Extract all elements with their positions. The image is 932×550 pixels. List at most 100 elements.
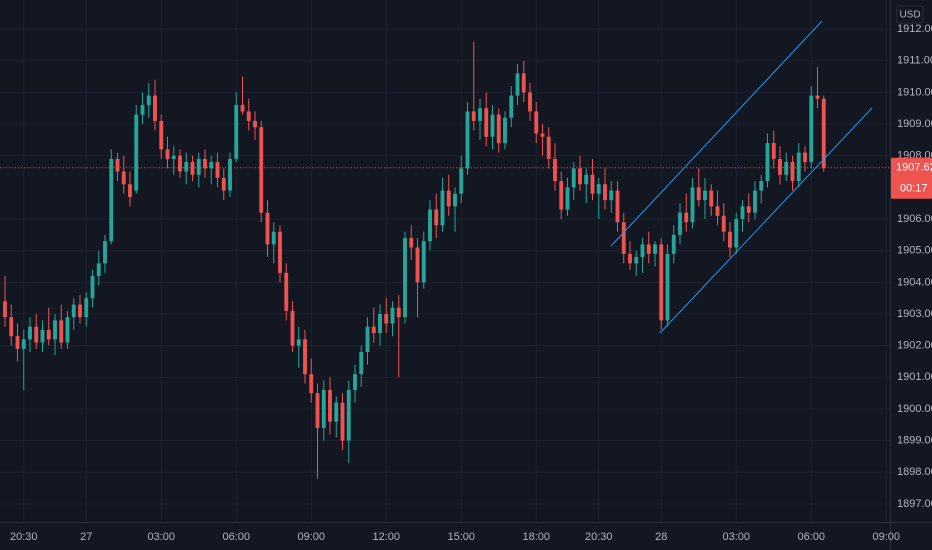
y-tick-label: 1902.00	[897, 340, 932, 352]
candle-body	[803, 152, 807, 163]
y-tick-label: 1910.00	[897, 86, 932, 98]
candle-body	[228, 158, 232, 191]
candle-body	[246, 111, 251, 121]
candle-body	[559, 181, 564, 210]
candle-body	[359, 352, 364, 375]
candle-body	[740, 206, 745, 220]
candle-body	[815, 95, 820, 99]
candle-body	[734, 219, 739, 248]
y-tick-label: 1899.00	[897, 435, 932, 447]
candle-body	[540, 133, 545, 137]
candle-body	[309, 374, 314, 394]
candle-body	[365, 326, 370, 353]
candle-body	[615, 190, 620, 223]
candle-body	[115, 158, 120, 172]
candle-body	[46, 329, 51, 340]
channel-upper	[610, 20, 823, 247]
candle-body	[515, 73, 520, 96]
candle-body	[90, 276, 95, 299]
x-tick-label: 09:00	[872, 531, 900, 543]
candle-body	[490, 114, 495, 137]
candle-body	[290, 310, 295, 346]
candle-body	[484, 108, 489, 137]
currency-box[interactable]	[896, 5, 924, 24]
candle-body	[634, 257, 639, 264]
candle-body	[690, 187, 695, 223]
candle-body	[409, 238, 414, 248]
candle-body	[509, 95, 514, 118]
candle-body	[503, 117, 507, 144]
candle-body	[759, 181, 764, 191]
candle-body	[315, 393, 320, 428]
candle-body	[221, 177, 226, 191]
y-tick-label: 1900.00	[897, 403, 932, 415]
candle-body	[715, 206, 720, 216]
candle-body	[590, 174, 595, 194]
candle-body	[596, 184, 601, 194]
candle-body	[671, 234, 676, 254]
candle-body	[190, 162, 195, 175]
candle-body	[678, 212, 682, 235]
candle-body	[40, 329, 45, 343]
candle-body	[21, 339, 26, 349]
candle-body	[621, 222, 626, 254]
candle-body	[628, 253, 632, 264]
candle-body	[584, 174, 589, 185]
x-tick-label: 28	[655, 531, 667, 543]
candle-body	[121, 171, 126, 185]
candle-body	[453, 193, 457, 207]
candle-body	[234, 105, 239, 159]
candle-body	[284, 272, 289, 311]
candle-body	[809, 95, 814, 163]
candle-body	[571, 168, 576, 188]
candle-body	[203, 158, 207, 169]
x-tick-label: 06:00	[222, 531, 250, 543]
candle-body	[196, 158, 201, 175]
candle-body	[403, 238, 407, 318]
candle-body	[346, 389, 351, 441]
x-tick-label: 20:30	[10, 531, 38, 543]
candle-body	[140, 105, 145, 115]
candle-body	[171, 155, 176, 159]
candle-body	[84, 298, 89, 318]
candle-body	[703, 190, 707, 201]
candle-body	[446, 190, 451, 207]
candle-body	[709, 190, 714, 207]
candle-body	[609, 190, 614, 201]
candle-body	[240, 105, 245, 112]
candle-body	[259, 127, 264, 213]
x-tick-label: 15:00	[447, 531, 475, 543]
candle-body	[134, 114, 139, 191]
candle-body	[165, 149, 170, 159]
candle-body	[178, 155, 182, 172]
y-tick-label: 1906.00	[897, 213, 932, 225]
candle-body	[53, 320, 57, 340]
candle-body	[384, 314, 389, 324]
x-tick-label: 03:00	[722, 531, 750, 543]
candle-body	[459, 168, 464, 194]
candle-body	[153, 95, 157, 121]
candle-body	[321, 389, 326, 428]
candle-body	[9, 317, 14, 337]
candle-body	[146, 95, 151, 106]
candle-body	[340, 402, 345, 441]
candle-body	[471, 111, 476, 121]
candle-body	[253, 120, 257, 128]
candle-body	[271, 231, 276, 245]
candle-body	[578, 168, 582, 185]
candles	[3, 41, 826, 479]
candle-body	[653, 244, 657, 254]
candle-body	[390, 307, 395, 324]
y-tick-label: 1903.00	[897, 308, 932, 320]
y-tick-label: 1898.00	[897, 466, 932, 478]
candle-body	[796, 152, 801, 182]
candle-body	[784, 162, 789, 175]
countdown-label: 00:17	[900, 183, 928, 195]
candle-body	[821, 98, 826, 168]
candle-body	[396, 307, 401, 318]
candle-body	[640, 244, 645, 258]
candle-body	[546, 136, 551, 159]
candle-body	[603, 184, 607, 201]
x-tick-label: 06:00	[797, 531, 825, 543]
